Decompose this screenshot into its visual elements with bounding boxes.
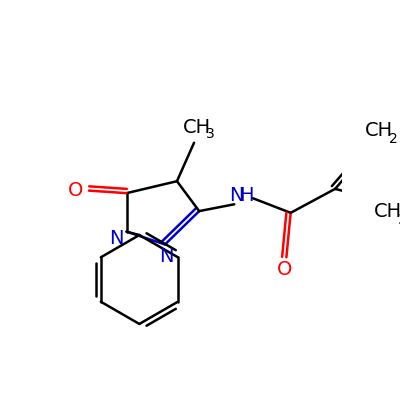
Text: H: H — [239, 186, 254, 205]
Text: 3: 3 — [398, 213, 400, 227]
Text: 2: 2 — [389, 132, 398, 146]
Text: O: O — [277, 260, 292, 279]
Text: CH: CH — [365, 121, 393, 140]
Text: CH: CH — [182, 118, 211, 137]
Text: N: N — [160, 247, 174, 266]
Text: N: N — [229, 186, 243, 205]
Text: CH: CH — [374, 202, 400, 221]
Text: O: O — [68, 181, 83, 200]
Text: N: N — [109, 229, 124, 248]
Text: 3: 3 — [206, 127, 215, 141]
